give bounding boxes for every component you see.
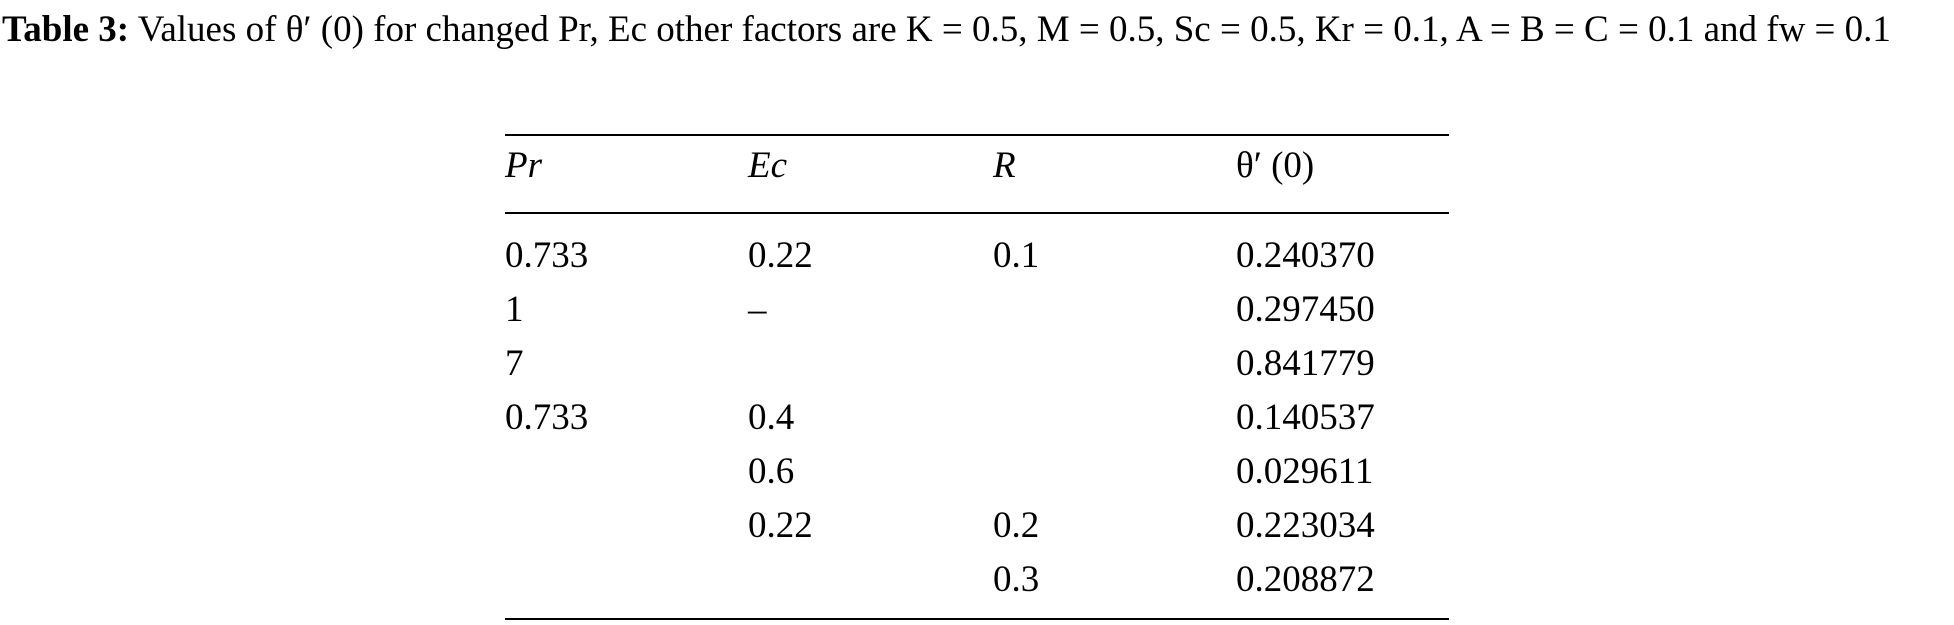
table-cell: 0.140537 xyxy=(1236,397,1375,438)
table-cell: 0.240370 xyxy=(1236,235,1375,276)
table-cell: 0.22 xyxy=(748,235,813,276)
table-cell: – xyxy=(748,289,767,330)
top-rule xyxy=(505,134,1449,136)
table-cell: 7 xyxy=(505,343,524,384)
header-cell: R xyxy=(993,145,1016,186)
caption: Table 3: Values of θ′ (0) for changed Pr… xyxy=(2,4,1950,56)
table-cell: 0.1 xyxy=(993,235,1040,276)
bottom-rule xyxy=(505,618,1449,620)
header-cell: Ec xyxy=(748,145,788,186)
table-cell: 0.733 xyxy=(505,397,589,438)
table-cell: 0.6 xyxy=(748,451,795,492)
header-cell: θ′ (0) xyxy=(1236,145,1315,186)
table-cell: 0.029611 xyxy=(1236,451,1374,492)
mid-rule xyxy=(505,212,1449,214)
caption-text: Values of θ′ (0) for changed Pr, Ec othe… xyxy=(137,9,1891,50)
table-cell: 0.297450 xyxy=(1236,289,1375,330)
table-cell: 1 xyxy=(505,289,524,330)
caption-label: Table 3: xyxy=(2,9,130,50)
table-cell: 0.208872 xyxy=(1236,559,1375,600)
table-cell: 0.2 xyxy=(993,505,1040,546)
header-cell: Pr xyxy=(505,145,542,186)
table-cell: 0.733 xyxy=(505,235,589,276)
table-cell: 0.4 xyxy=(748,397,795,438)
table-cell: 0.841779 xyxy=(1236,343,1375,384)
table-cell: 0.3 xyxy=(993,559,1040,600)
table-cell: 0.223034 xyxy=(1236,505,1375,546)
table-cell: 0.22 xyxy=(748,505,813,546)
